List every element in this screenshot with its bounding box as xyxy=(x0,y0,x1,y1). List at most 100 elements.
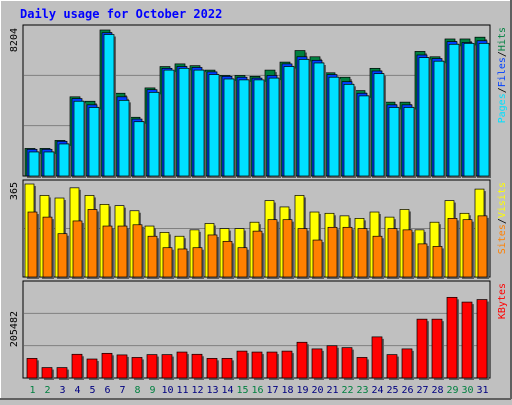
bar-kbytes-kbytes-11 xyxy=(176,351,188,379)
bar-visits-sites-sites-28 xyxy=(432,246,443,278)
bar-kbytes-kbytes-25 xyxy=(386,354,398,379)
bar-hits-files-pages-pages-26 xyxy=(403,107,415,177)
bar-visits-sites-sites-5 xyxy=(87,209,98,278)
bar-kbytes-kbytes-16 xyxy=(251,351,263,379)
bar-hits-files-pages-pages-14 xyxy=(223,78,235,177)
bar-kbytes-kbytes-18 xyxy=(281,350,293,379)
bar-visits-sites-sites-7 xyxy=(117,225,128,278)
bar-kbytes-kbytes-7 xyxy=(116,354,128,379)
bar-kbytes-kbytes-13 xyxy=(206,358,218,379)
legend-entry-files: Files xyxy=(497,57,508,87)
bar-visits-sites-sites-31 xyxy=(477,215,488,278)
bar-kbytes-kbytes-9 xyxy=(146,354,158,379)
bar-kbytes-kbytes-17 xyxy=(266,351,278,379)
x-tick-label-29: 29 xyxy=(446,385,458,396)
bar-visits-sites-sites-12 xyxy=(192,247,203,278)
bar-visits-sites-sites-11 xyxy=(177,248,188,278)
y-max-label-visits-sites: 365 xyxy=(9,182,20,200)
bar-hits-files-pages-pages-6 xyxy=(103,34,115,177)
bar-kbytes-kbytes-10 xyxy=(161,354,173,379)
x-tick-label-26: 26 xyxy=(401,385,413,396)
x-tick-label-12: 12 xyxy=(191,385,203,396)
x-tick-label-15: 15 xyxy=(236,385,248,396)
bar-kbytes-kbytes-28 xyxy=(431,318,443,379)
x-tick-label-16: 16 xyxy=(251,385,263,396)
bar-kbytes-kbytes-4 xyxy=(71,353,83,379)
bar-visits-sites-sites-2 xyxy=(42,216,53,278)
x-tick-label-2: 2 xyxy=(44,385,50,396)
x-tick-label-22: 22 xyxy=(341,385,353,396)
bar-kbytes-kbytes-31 xyxy=(476,299,488,379)
x-tick-label-3: 3 xyxy=(59,385,65,396)
bar-visits-sites-sites-1 xyxy=(27,211,38,278)
bar-hits-files-pages-pages-18 xyxy=(283,66,295,177)
bar-visits-sites-sites-29 xyxy=(447,218,458,278)
x-tick-label-18: 18 xyxy=(281,385,293,396)
bar-hits-files-pages-pages-24 xyxy=(373,73,385,177)
bar-hits-files-pages-pages-16 xyxy=(253,79,265,177)
bar-kbytes-kbytes-23 xyxy=(356,357,368,379)
bar-hits-files-pages-pages-1 xyxy=(28,151,40,177)
x-tick-label-1: 1 xyxy=(29,385,35,396)
bar-visits-sites-sites-30 xyxy=(462,219,473,278)
bar-hits-files-pages-pages-28 xyxy=(433,60,445,177)
legend-entry-visits: Visits xyxy=(497,182,508,218)
x-tick-label-7: 7 xyxy=(119,385,125,396)
legend-entry-kbytes: KBytes xyxy=(497,283,508,319)
bar-hits-files-pages-pages-4 xyxy=(73,100,85,177)
bar-kbytes-kbytes-1 xyxy=(26,358,38,379)
bar-visits-sites-sites-22 xyxy=(342,226,353,278)
bar-kbytes-kbytes-5 xyxy=(86,358,98,379)
bar-hits-files-pages-pages-29 xyxy=(448,43,460,177)
bar-visits-sites-sites-23 xyxy=(357,228,368,278)
legend-kbytes: KBytes xyxy=(497,283,508,319)
legend-separator: / xyxy=(497,51,508,57)
bar-hits-files-pages-pages-20 xyxy=(313,62,325,177)
bars xyxy=(24,29,491,380)
legend-entry-pages: Pages xyxy=(497,93,508,123)
bar-kbytes-kbytes-26 xyxy=(401,348,413,379)
x-tick-label-13: 13 xyxy=(206,385,218,396)
chart-title: Daily usage for October 2022 xyxy=(20,7,222,21)
bar-hits-files-pages-pages-8 xyxy=(133,121,145,177)
bar-hits-files-pages-pages-31 xyxy=(478,43,490,177)
bar-hits-files-pages-pages-17 xyxy=(268,77,280,177)
x-tick-label-14: 14 xyxy=(221,385,233,396)
legend-visits-sites: Sites/Visits xyxy=(497,182,508,254)
bar-kbytes-kbytes-6 xyxy=(101,352,113,379)
bar-kbytes-kbytes-14 xyxy=(221,358,233,379)
x-tick-label-30: 30 xyxy=(461,385,473,396)
bar-hits-files-pages-pages-7 xyxy=(118,100,130,177)
bar-kbytes-kbytes-29 xyxy=(446,296,458,379)
bar-visits-sites-sites-16 xyxy=(252,230,263,278)
bar-hits-files-pages-pages-2 xyxy=(43,151,55,177)
x-tick-label-10: 10 xyxy=(161,385,173,396)
x-tick-label-25: 25 xyxy=(386,385,398,396)
labels: 8204Pages/Files/Hits365Sites/Visits20548… xyxy=(9,27,508,396)
legend-separator: / xyxy=(497,87,508,93)
x-tick-label-27: 27 xyxy=(416,385,428,396)
y-max-label-kbytes: 205482 xyxy=(9,311,20,347)
bar-hits-files-pages-pages-3 xyxy=(58,143,70,177)
bar-hits-files-pages-pages-21 xyxy=(328,76,340,177)
bar-visits-sites-sites-24 xyxy=(372,235,383,278)
x-tick-label-24: 24 xyxy=(371,385,383,396)
x-tick-label-17: 17 xyxy=(266,385,278,396)
bar-kbytes-kbytes-3 xyxy=(56,367,68,379)
bar-kbytes-kbytes-30 xyxy=(461,301,473,379)
bar-hits-files-pages-pages-22 xyxy=(343,83,355,177)
legend-hits-files-pages: Pages/Files/Hits xyxy=(497,27,508,123)
bar-kbytes-kbytes-20 xyxy=(311,348,323,379)
bar-hits-files-pages-pages-25 xyxy=(388,107,400,177)
bar-visits-sites-sites-10 xyxy=(162,247,173,278)
bar-kbytes-kbytes-22 xyxy=(341,347,353,379)
bar-hits-files-pages-pages-27 xyxy=(418,57,430,177)
bar-hits-files-pages-pages-13 xyxy=(208,74,220,177)
bar-visits-sites-sites-3 xyxy=(57,233,68,278)
bar-kbytes-kbytes-15 xyxy=(236,350,248,379)
bar-kbytes-kbytes-27 xyxy=(416,318,428,379)
bar-kbytes-kbytes-19 xyxy=(296,341,308,379)
bar-kbytes-kbytes-24 xyxy=(371,336,383,379)
bar-visits-sites-sites-25 xyxy=(387,228,398,278)
